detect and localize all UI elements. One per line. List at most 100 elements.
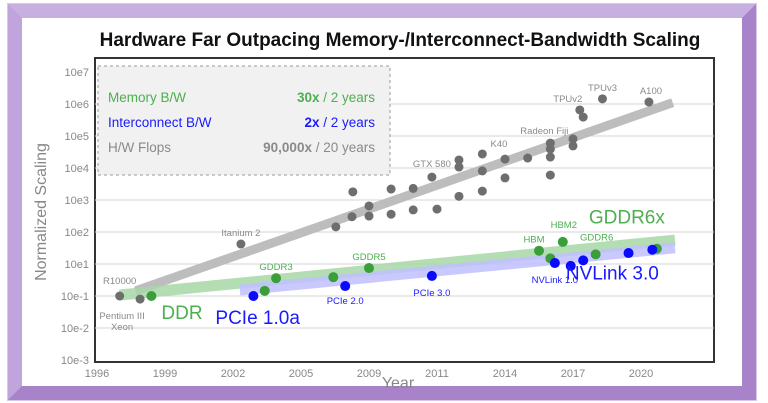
data-point [500, 173, 510, 183]
x-axis-label: Year [382, 375, 415, 392]
point-label: HBM [523, 235, 544, 246]
x-tick-label: 2005 [289, 368, 313, 380]
data-point [575, 105, 585, 115]
data-point [427, 172, 437, 182]
data-point [259, 285, 270, 296]
data-point [568, 134, 578, 144]
x-tick-label: 2002 [221, 368, 245, 380]
y-tick-label: 10e-3 [61, 355, 89, 367]
legend: Memory B/W 30x / 2 years Interconnect B/W 2… [97, 65, 391, 176]
data-point [115, 291, 125, 301]
data-point [408, 183, 418, 193]
data-point [236, 239, 246, 249]
data-point [331, 222, 341, 232]
point-label: HBM2 [551, 220, 577, 231]
data-point [500, 154, 510, 164]
x-tick-label: 2009 [357, 368, 381, 380]
y-tick-label: 10e5 [65, 131, 89, 143]
point-label: PCIe 2.0 [327, 296, 364, 307]
data-point [364, 263, 374, 274]
data-point [477, 149, 487, 159]
x-tick-label: 1996 [85, 368, 109, 380]
data-point [340, 281, 351, 292]
data-point [146, 291, 157, 301]
y-tick-label: 10e4 [65, 163, 89, 175]
data-point [248, 291, 259, 301]
data-point [545, 144, 555, 154]
x-tick-label: 2014 [493, 368, 517, 380]
point-label: GDDR6 [580, 232, 613, 243]
x-tick-label: 2017 [561, 368, 585, 380]
y-tick-label: 10e7 [65, 67, 89, 79]
point-label: NVLink 1.0 [532, 275, 578, 286]
data-point [597, 94, 607, 104]
data-point [477, 166, 487, 176]
point-label: NVLink 3.0 [566, 264, 659, 285]
point-label: Pentium III [99, 311, 144, 322]
data-point [386, 209, 396, 219]
legend-rate-period: / 2 years [319, 115, 375, 130]
data-point [549, 258, 560, 269]
data-point [386, 184, 396, 194]
data-point [454, 155, 464, 165]
legend-entry-name: Memory B/W [108, 90, 186, 105]
data-point [135, 294, 145, 304]
data-point [348, 187, 358, 197]
legend-entry-rate: 2x / 2 years [304, 115, 375, 130]
data-point [578, 255, 589, 266]
x-tick-label: 2020 [629, 368, 653, 380]
data-point [590, 249, 601, 260]
point-label: Radeon Fiji [520, 126, 568, 137]
data-point [364, 201, 374, 211]
point-label: R10000 [103, 276, 136, 287]
point-label: GTX 580 [413, 159, 451, 170]
data-point [426, 270, 437, 281]
point-label: Itanium 2 [221, 228, 260, 239]
legend-rate-factor: 2x [304, 115, 320, 130]
y-tick-label: 10e3 [65, 195, 89, 207]
trend-band [134, 98, 675, 296]
legend-entry-rate: 90,000x / 20 years [263, 140, 375, 155]
data-point [644, 97, 654, 107]
data-point [534, 245, 544, 256]
data-point [545, 170, 555, 180]
data-point [364, 211, 374, 221]
legend-rate-period: / 20 years [312, 140, 375, 155]
point-label: GDDR3 [259, 262, 292, 273]
point-label: TPUv2 [553, 94, 582, 105]
point-label: K40 [491, 139, 508, 150]
data-point [328, 272, 339, 283]
data-point [647, 244, 658, 255]
data-point [523, 153, 533, 163]
y-tick-label: 10e6 [65, 99, 89, 111]
y-tick-label: 10e2 [65, 227, 89, 239]
legend-rate-period: / 2 years [319, 90, 375, 105]
point-label: PCIe 3.0 [413, 288, 450, 299]
data-point [271, 273, 282, 284]
data-point [565, 260, 576, 271]
point-label: Xeon [111, 322, 133, 333]
data-point [347, 212, 357, 222]
legend-box [97, 65, 391, 176]
data-point [545, 152, 555, 162]
y-tick-label: 10e-1 [61, 291, 89, 303]
legend-rate-factor: 90,000x [263, 140, 312, 155]
x-tick-label: 1999 [153, 368, 177, 380]
data-point [578, 112, 588, 122]
trend-band [239, 242, 676, 296]
data-point [477, 186, 487, 196]
data-point [454, 191, 464, 201]
data-point [408, 205, 418, 215]
y-tick-label: 10e1 [65, 259, 89, 271]
point-label: GDDR6x [589, 208, 666, 229]
data-point [454, 162, 464, 172]
legend-rate-factor: 30x [297, 90, 320, 105]
data-point [623, 248, 634, 259]
chart-title: Hardware Far Outpacing Memory-/Interconn… [100, 30, 701, 51]
legend-entry-name: Interconnect B/W [108, 115, 212, 130]
legend-entry-name: H/W Flops [108, 140, 171, 155]
y-tick-label: 10e-2 [61, 323, 89, 335]
point-label: PCIe 1.0a [215, 308, 300, 329]
data-point [557, 236, 568, 247]
